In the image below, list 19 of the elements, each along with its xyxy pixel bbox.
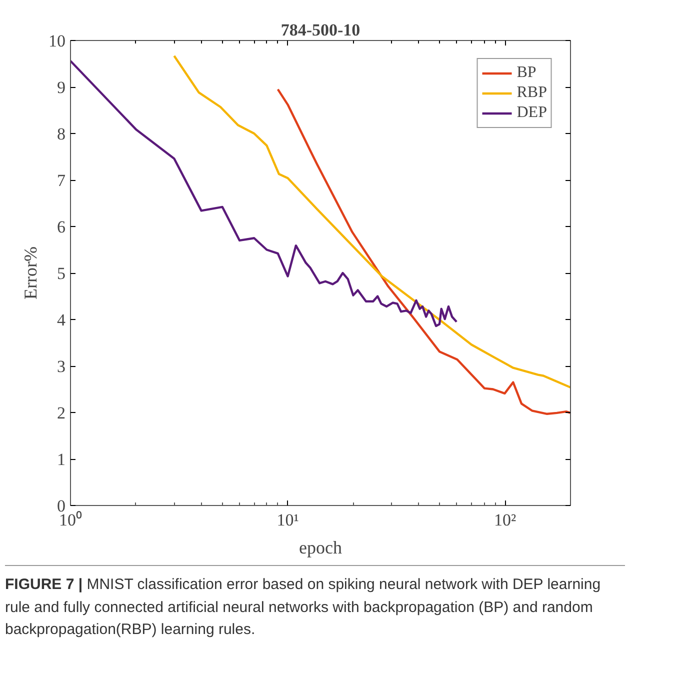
y-tick-label: 8 <box>57 124 66 144</box>
y-tick-label: 2 <box>57 404 66 422</box>
legend-label: RBP <box>516 84 547 102</box>
legend-label: DEP <box>516 104 547 122</box>
y-tick-label: 3 <box>57 357 66 376</box>
x-tick-label: 10¹ <box>276 510 299 530</box>
y-tick-label: 10 <box>48 32 66 50</box>
y-tick-label: 7 <box>57 171 66 190</box>
y-tick-label: 9 <box>57 78 66 97</box>
chart-title: 784-500-10 <box>280 20 360 40</box>
caption: FIGURE 7 | MNIST classification error based on spiking neural network with DEP learning rule and fully connected artificial neural networks with backpropagation (BP) and random backpropagation(RBP) learning rules. <box>5 575 602 640</box>
y-axis-title: Error% <box>20 246 40 300</box>
y-tick-label: 6 <box>57 218 66 236</box>
x-tick-label: 10² <box>494 510 516 530</box>
y-tick-label: 1 <box>57 450 66 469</box>
x-axis-title: epoch <box>299 538 342 558</box>
y-tick-label: 5 <box>57 264 66 283</box>
y-tick-label: 4 <box>57 310 66 330</box>
legend-label: BP <box>516 64 537 82</box>
